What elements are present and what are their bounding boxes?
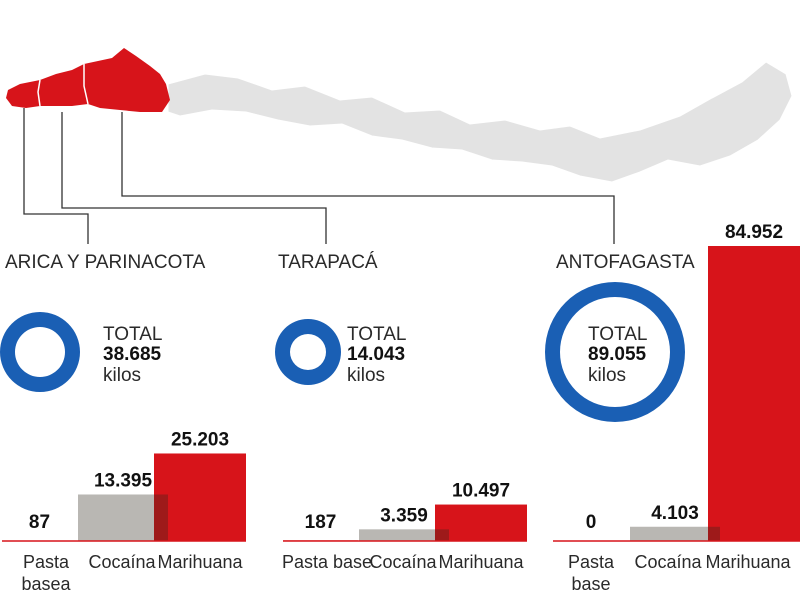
- total-value: 89.055: [588, 344, 647, 365]
- map-other-regions: [167, 61, 793, 183]
- bar-marihuana: [708, 246, 800, 541]
- region-border: [83, 64, 89, 105]
- category-label: Marihuana: [438, 552, 524, 572]
- bar-value-label: 3.359: [380, 505, 428, 526]
- category-label: Pasta base: [282, 552, 372, 572]
- bar-cocaina: [78, 494, 168, 541]
- map-region-arica: [6, 80, 40, 108]
- bar-overlap: [708, 526, 720, 541]
- category-label: Marihuana: [705, 552, 791, 572]
- total-unit: kilos: [588, 365, 626, 386]
- total-ring: [0, 312, 80, 392]
- category-label: Cocaína: [634, 552, 702, 572]
- bar-overlap: [435, 529, 449, 541]
- map-region-antofagasta: [84, 48, 170, 112]
- bar-value-label: 25.203: [171, 429, 229, 450]
- chile-map: [6, 48, 793, 183]
- bar-value-label: 13.395: [94, 470, 153, 491]
- total-ring: [275, 319, 341, 385]
- category-label: Pasta basea: [21, 552, 71, 594]
- total-label: TOTAL: [103, 324, 162, 345]
- total-value: 38.685: [103, 344, 162, 365]
- region-border: [37, 79, 41, 107]
- category-label: Marihuana: [157, 552, 243, 572]
- bar-value-label: 0: [586, 512, 597, 533]
- leader-line: [121, 112, 615, 244]
- total-value: 14.043: [347, 344, 405, 365]
- bar-marihuana: [154, 453, 246, 541]
- bar-value-label: 4.103: [651, 503, 699, 524]
- bar-value-label: 187: [305, 512, 337, 533]
- bar-cocaina: [630, 526, 720, 541]
- total-label: TOTAL: [347, 324, 406, 345]
- leader-line: [23, 108, 89, 244]
- category-label: Pasta base: [568, 552, 615, 594]
- region-panels: ARICA Y PARINACOTATOTAL38.685kilos8713.3…: [0, 222, 800, 594]
- bar-cocaina: [359, 529, 449, 541]
- leader-lines: [23, 108, 615, 244]
- region-title: ARICA Y PARINACOTA: [5, 252, 206, 273]
- category-label: Cocaína: [369, 552, 437, 572]
- bar-value-label: 87: [29, 512, 50, 533]
- bar-overlap: [154, 494, 168, 541]
- total-unit: kilos: [103, 365, 141, 386]
- bar-marihuana: [435, 504, 527, 541]
- total-label: TOTAL: [588, 324, 647, 345]
- region-title: TARAPACÁ: [278, 252, 378, 273]
- bar-value-label: 84.952: [725, 222, 783, 243]
- map-region-tarapaca: [38, 64, 88, 106]
- total-unit: kilos: [347, 365, 385, 386]
- bar-value-label: 10.497: [452, 481, 510, 502]
- leader-line: [61, 112, 327, 244]
- region-title: ANTOFAGASTA: [556, 252, 695, 273]
- category-label: Cocaína: [88, 552, 156, 572]
